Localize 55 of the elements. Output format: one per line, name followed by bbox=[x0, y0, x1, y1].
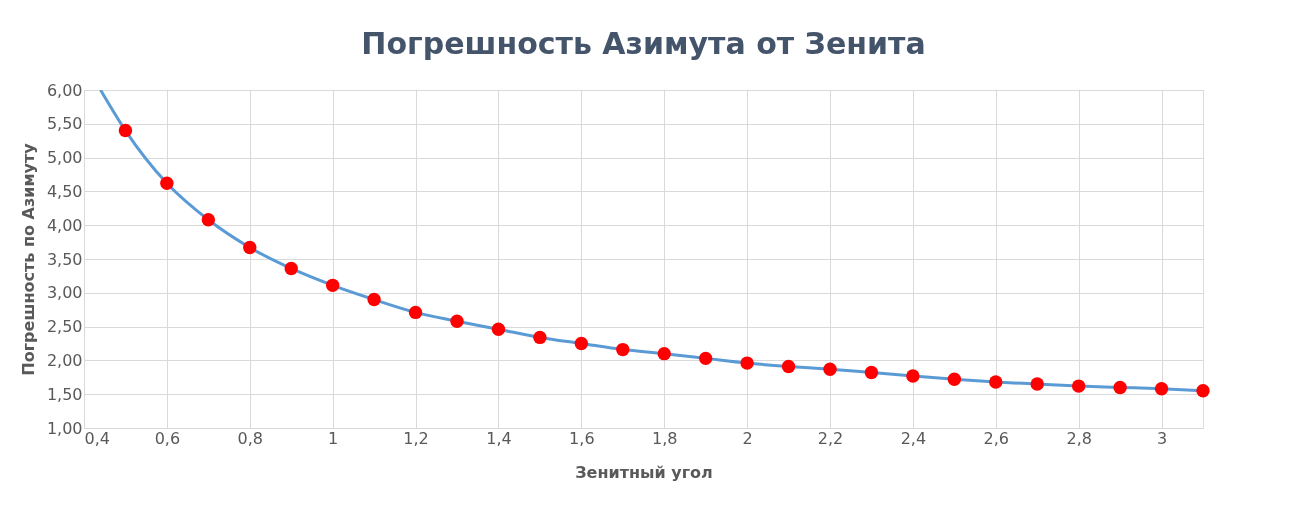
x-tick-label: 1,8 bbox=[652, 428, 678, 448]
point bbox=[657, 346, 671, 361]
point bbox=[864, 365, 879, 380]
point bbox=[284, 261, 298, 276]
point bbox=[947, 372, 962, 387]
x-tick-label: 1,4 bbox=[486, 428, 512, 448]
point bbox=[1113, 380, 1127, 395]
y-tick-label: 1,00 bbox=[46, 418, 83, 438]
x-tick-label: 0,4 bbox=[84, 428, 110, 448]
point bbox=[781, 359, 796, 374]
y-tick-label: 4,50 bbox=[46, 181, 83, 201]
x-tick-label: 2,2 bbox=[817, 428, 844, 448]
point bbox=[616, 342, 630, 357]
point bbox=[823, 362, 837, 376]
x-tick-label: 1,2 bbox=[403, 428, 429, 448]
point bbox=[1030, 377, 1044, 391]
point bbox=[243, 240, 257, 255]
x-tick-label: 0,8 bbox=[237, 428, 263, 448]
y-tick-label: 3,00 bbox=[46, 283, 83, 303]
x-tick-label: 2,4 bbox=[900, 428, 927, 448]
point bbox=[160, 176, 174, 190]
y-tick-label: 5,50 bbox=[46, 114, 83, 134]
x-axis-title: Зенитный угол bbox=[575, 462, 713, 482]
point bbox=[906, 369, 920, 383]
point bbox=[1154, 382, 1169, 396]
point bbox=[698, 351, 713, 366]
point bbox=[989, 375, 1003, 389]
y-tick-label: 5,00 bbox=[46, 148, 83, 168]
y-tick-label: 4,00 bbox=[46, 215, 83, 235]
y-tick-label: 1,50 bbox=[46, 384, 83, 404]
x-tick-label: 0,6 bbox=[154, 428, 181, 448]
y-tick-label: 6,00 bbox=[46, 80, 83, 100]
point bbox=[201, 213, 216, 227]
y-tick-label: 2,50 bbox=[46, 317, 83, 337]
point bbox=[118, 123, 133, 138]
point bbox=[491, 322, 506, 336]
point bbox=[740, 356, 754, 370]
point bbox=[574, 336, 589, 351]
x-tick-label: 2,6 bbox=[983, 428, 1009, 448]
x-tick-label: 2,8 bbox=[1066, 428, 1092, 448]
point bbox=[1071, 379, 1086, 393]
x-tick-label: 3 bbox=[1156, 428, 1168, 448]
x-tick-label: 1,6 bbox=[569, 428, 595, 448]
point bbox=[408, 305, 423, 320]
x-tick-label: 2 bbox=[742, 428, 753, 448]
y-tick-label: 3,50 bbox=[46, 249, 83, 269]
point bbox=[1196, 384, 1210, 398]
x-tick-label: 1 bbox=[328, 428, 339, 448]
point bbox=[367, 292, 381, 307]
point bbox=[450, 314, 464, 328]
y-axis-title: Погрешность по Азимуту bbox=[18, 142, 38, 376]
point bbox=[533, 330, 547, 345]
chart-title: Погрешность Азимута от Зенита bbox=[361, 26, 926, 61]
y-tick-label: 2,00 bbox=[46, 350, 83, 370]
point bbox=[325, 278, 340, 293]
